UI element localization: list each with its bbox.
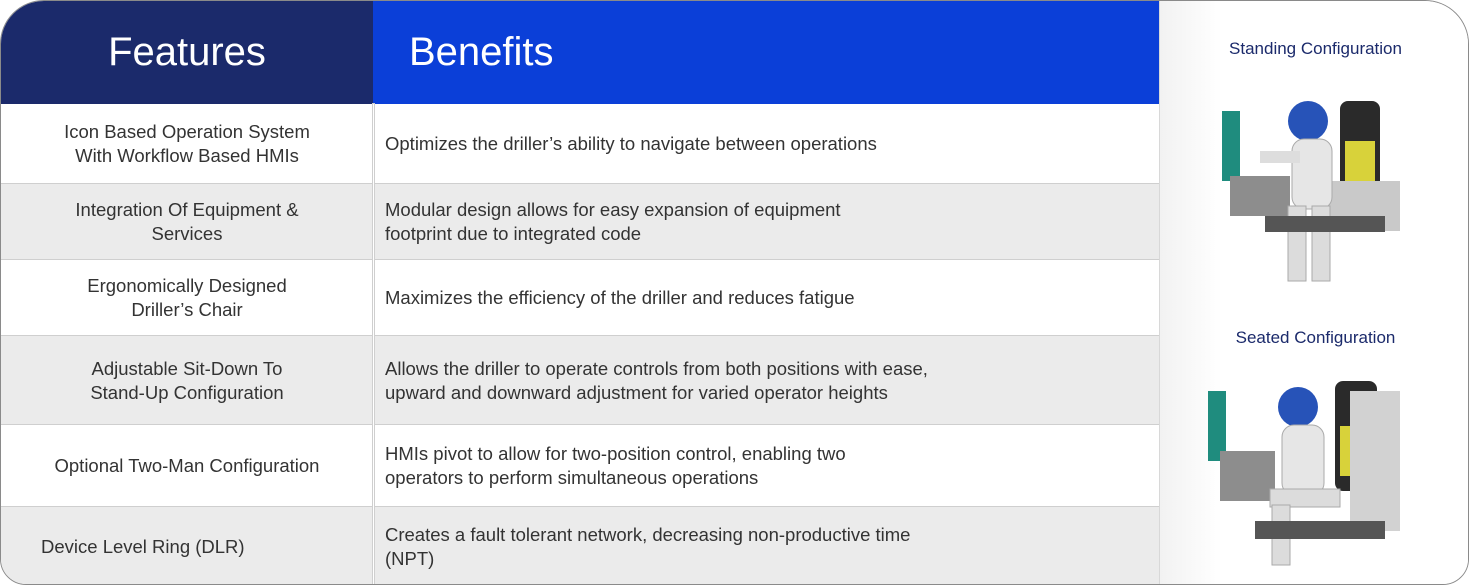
seated-caption: Seated Configuration <box>1235 328 1396 347</box>
table-row: Icon Based Operation System With Workflo… <box>1 104 1159 183</box>
benefit-cell: Optimizes the driller’s ability to navig… <box>385 132 877 154</box>
table-row: Device Level Ring (DLR) Creates a fault t… <box>1 506 1159 584</box>
seated-illustration <box>1208 381 1400 566</box>
benefit-cell: Creates a fault tolerant network, decrea… <box>385 524 911 569</box>
feature-cell: Integration Of Equipment & Services <box>75 199 299 244</box>
feature-cell: Ergonomically Designed Driller’s Chair <box>87 275 287 320</box>
standing-caption: Standing Configuration <box>1229 39 1402 58</box>
side-panel: Standing Configuration Seated Configurat… <box>1159 1 1468 584</box>
benefit-cell: Allows the driller to operate controls f… <box>385 357 928 403</box>
standing-illustration <box>1222 101 1400 282</box>
feature-cell: Icon Based Operation System With Workflo… <box>64 120 310 166</box>
benefit-cell: HMIs pivot to allow for two-position con… <box>385 443 846 488</box>
column-divider <box>373 104 374 584</box>
table-row: Optional Two-Man Configuration HMIs pivot… <box>1 424 1159 507</box>
feature-cell: Optional Two-Man Configuration <box>54 455 320 476</box>
feature-cell: Adjustable Sit-Down To Stand-Up Configur… <box>90 357 284 403</box>
feature-cell: Device Level Ring (DLR) <box>41 536 245 557</box>
benefit-cell: Maximizes the efficiency of the driller … <box>385 287 855 308</box>
benefits-header: Benefits <box>373 1 1159 104</box>
table-row: Integration Of Equipment & Services Modul… <box>1 183 1159 260</box>
table-row: Adjustable Sit-Down To Stand-Up Configur… <box>1 335 1159 425</box>
benefit-cell: Modular design allows for easy expansion… <box>385 199 841 244</box>
features-header: Features <box>1 1 373 104</box>
table-row: Ergonomically Designed Driller’s Chair Ma… <box>1 259 1159 336</box>
